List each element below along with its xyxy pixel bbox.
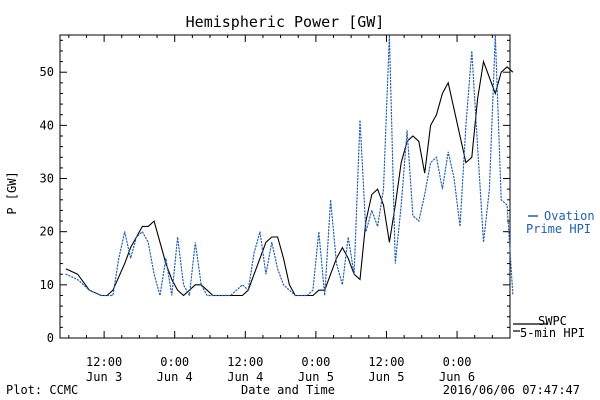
series-swpc-line — [65, 59, 514, 297]
x-tick-date-label: Jun 3 — [86, 370, 122, 384]
y-tick-label: 0 — [47, 331, 54, 345]
x-tick-time-label: 12:00 — [86, 355, 122, 369]
x-tick-date-label: Jun 6 — [439, 370, 475, 384]
y-tick-label: 30 — [40, 172, 54, 186]
x-tick-time-label: 0:00 — [301, 355, 330, 369]
series-ovation-line — [65, 34, 514, 298]
series-area — [65, 34, 514, 298]
y-axis-label: P [GW] — [5, 171, 19, 214]
x-tick-date-label: Jun 5 — [298, 370, 334, 384]
plot-credit: Plot: CCMC — [6, 383, 78, 397]
plot-frame — [59, 34, 511, 339]
y-axis: 0 10 20 30 40 50 — [40, 39, 510, 345]
legend: Ovation Prime HPI SWPC 5-min HPI — [513, 209, 595, 340]
x-tick-time-label: 0:00 — [160, 355, 189, 369]
x-tick-date-label: Jun 5 — [368, 370, 404, 384]
legend-swpc-line2: 5-min HPI — [520, 326, 585, 340]
legend-ovation-line1: Ovation — [544, 209, 595, 223]
y-tick-label: 50 — [40, 65, 54, 79]
x-axis-label: Date and Time — [241, 383, 335, 397]
plot-timestamp: 2016/06/06 07:47:47 — [443, 383, 580, 397]
y-tick-label: 40 — [40, 118, 54, 132]
legend-swpc-line1: SWPC — [538, 314, 567, 328]
x-tick-date-label: Jun 4 — [157, 370, 193, 384]
chart-title: Hemispheric Power [GW] — [186, 13, 385, 31]
x-tick-time-label: 12:00 — [227, 355, 263, 369]
y-tick-label: 20 — [40, 225, 54, 239]
x-tick-time-label: 0:00 — [443, 355, 472, 369]
x-tick-date-label: Jun 4 — [227, 370, 263, 384]
y-tick-label: 10 — [40, 278, 54, 292]
legend-ovation-line2: Prime HPI — [526, 222, 591, 236]
x-tick-time-label: 12:00 — [368, 355, 404, 369]
